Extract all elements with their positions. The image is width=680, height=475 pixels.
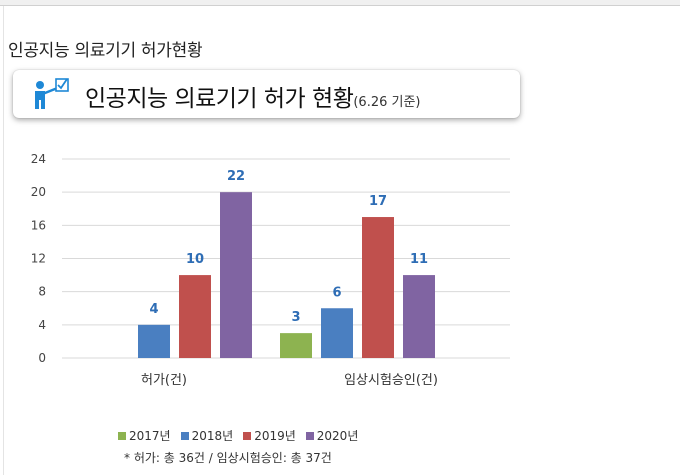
y-tick-label: 0 — [38, 351, 46, 365]
x-category-label: 임상시험승인(건) — [344, 373, 438, 388]
data-label: 17 — [369, 194, 387, 209]
window-top-strip — [0, 0, 680, 6]
legend-label: 2018년 — [191, 429, 234, 443]
y-tick-label: 24 — [31, 152, 46, 166]
page-title: 인공지능 의료기기 허가현황 — [8, 41, 203, 61]
chart-legend: 2017년 2018년 2019년 2020년 — [118, 427, 358, 444]
legend-swatch — [305, 431, 314, 440]
legend-item: 2019년 — [243, 427, 296, 444]
legend-item: 2017년 — [118, 427, 171, 444]
legend-label: 2017년 — [129, 429, 171, 443]
chart-footnote: * 허가: 총 36건 / 임상시험승인: 총 37건 — [124, 451, 332, 465]
y-tick-label: 12 — [31, 252, 46, 266]
data-label: 10 — [186, 252, 204, 267]
legend-item: 2020년 — [305, 427, 359, 444]
bar-2018년-1 — [321, 308, 353, 358]
bar-2020년-1 — [403, 275, 435, 358]
legend-label: 2020년 — [316, 429, 359, 443]
presenter-checklist-icon — [35, 78, 69, 109]
y-tick-label: 4 — [38, 318, 46, 332]
data-label: 4 — [149, 302, 158, 317]
legend-swatch — [180, 431, 189, 440]
y-tick-label: 16 — [31, 218, 46, 232]
legend-swatch — [118, 431, 126, 440]
chart-banner: 인공지능 의료기기 허가 현황(6.26 기준) — [13, 70, 520, 118]
data-label: 22 — [227, 169, 245, 184]
data-label: 11 — [410, 252, 428, 267]
content-left-border — [3, 6, 4, 475]
legend-label: 2019년 — [254, 429, 296, 443]
y-tick-label: 20 — [31, 185, 46, 199]
legend-item: 2018년 — [180, 427, 234, 444]
bar-2019년-1 — [362, 217, 394, 358]
data-label: 3 — [291, 310, 300, 325]
legend-swatch — [243, 431, 252, 440]
bar-2018년-0 — [138, 324, 170, 358]
bar-2019년-0 — [179, 275, 211, 358]
x-category-label: 허가(건) — [141, 373, 187, 388]
y-tick-label: 8 — [38, 285, 46, 299]
bar-2017년-1 — [280, 333, 312, 358]
banner-subtitle: (6.26 기준) — [353, 95, 421, 110]
banner-title: 인공지능 의료기기 허가 현황(6.26 기준) — [85, 79, 421, 113]
banner-title-text: 인공지능 의료기기 허가 현황 — [85, 86, 354, 112]
bar-chart: 0 4 8 12 16 20 24 3 4 6 10 17 22 11 허가(건) 임상시험승인(건) — [31, 152, 510, 388]
bar-2020년-0 — [220, 192, 252, 358]
data-label: 6 — [332, 285, 341, 300]
